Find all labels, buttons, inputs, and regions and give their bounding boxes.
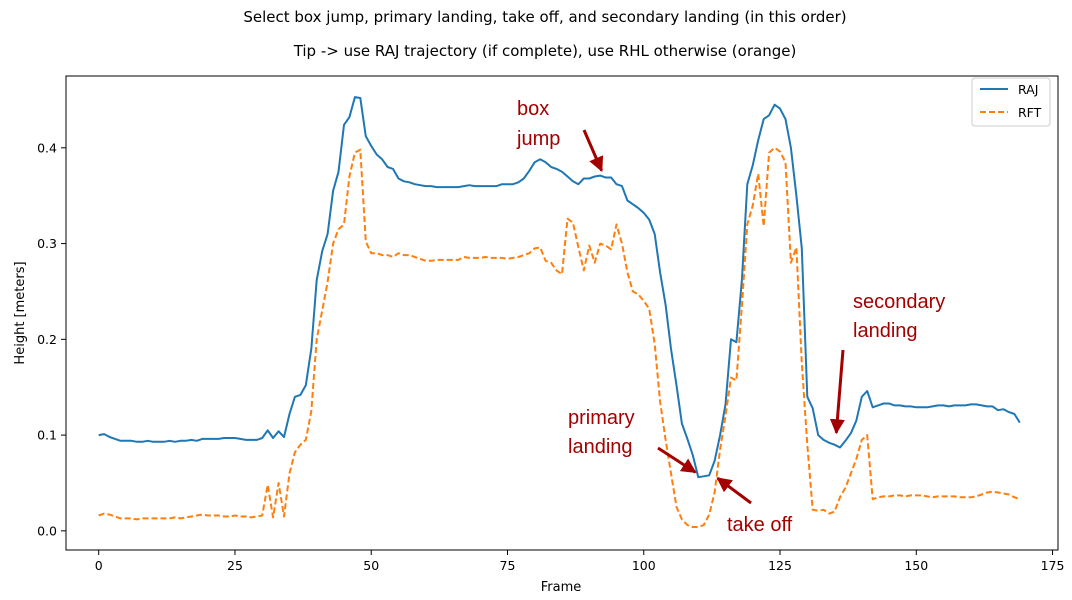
- annotation-secondary-landing-line-2: landing: [853, 320, 918, 342]
- annotation-secondary-landing-arrow: [829, 349, 845, 435]
- y-axis: 0.0 0.1 0.2 0.3 0.4: [37, 140, 66, 538]
- series-line-raj: [98, 96, 1021, 479]
- y-tick-label: 0.4: [37, 140, 57, 155]
- annotation-take-off-arrow: [716, 476, 752, 505]
- y-tick-label: 0.2: [37, 332, 57, 347]
- y-tick-label: 0.1: [37, 428, 57, 443]
- legend-label-rft: RFT: [1018, 105, 1042, 120]
- annotations: box jump primary landing take off second…: [516, 98, 945, 536]
- y-tick-label: 0.3: [37, 236, 57, 251]
- annotation-primary-landing-line-1: primary: [568, 407, 635, 429]
- x-tick-label: 100: [632, 558, 656, 573]
- annotation-box-jump-line-1: box: [517, 98, 549, 120]
- x-axis-label: Frame: [541, 580, 582, 595]
- y-tick-label: 0.0: [37, 523, 57, 538]
- x-tick-label: 125: [768, 558, 792, 573]
- chart-title: Select box jump, primary landing, take o…: [243, 8, 846, 26]
- annotation-secondary-landing-line-1: secondary: [853, 291, 945, 313]
- x-tick-label: 25: [227, 558, 243, 573]
- x-tick-label: 50: [363, 558, 379, 573]
- x-tick-label: 75: [500, 558, 516, 573]
- series-layer: [98, 96, 1021, 528]
- y-axis-label: Height [meters]: [13, 261, 28, 364]
- x-axis: 0 25 50 75 100 125 150 175: [95, 550, 1065, 573]
- plot-area: 0 25 50 75 100 125 150 175 0.0 0.1 0.2 0.3 0.4: [37, 75, 1065, 573]
- x-tick-label: 150: [904, 558, 928, 573]
- x-tick-label: 0: [95, 558, 103, 573]
- legend: RAJ RFT: [971, 77, 1051, 127]
- series-line-rft: [98, 146, 1021, 528]
- annotation-primary-landing-arrow: [657, 446, 697, 474]
- axes-frame: [65, 75, 1059, 551]
- legend-label-raj: RAJ: [1018, 82, 1038, 97]
- annotation-take-off: take off: [727, 514, 793, 536]
- annotation-box-jump-arrow: [582, 129, 604, 172]
- x-tick-label: 175: [1041, 558, 1065, 573]
- annotation-primary-landing-line-2: landing: [568, 436, 633, 458]
- annotation-box-jump-line-2: jump: [516, 128, 560, 150]
- chart-subtitle: Tip -> use RAJ trajectory (if complete),…: [293, 42, 797, 60]
